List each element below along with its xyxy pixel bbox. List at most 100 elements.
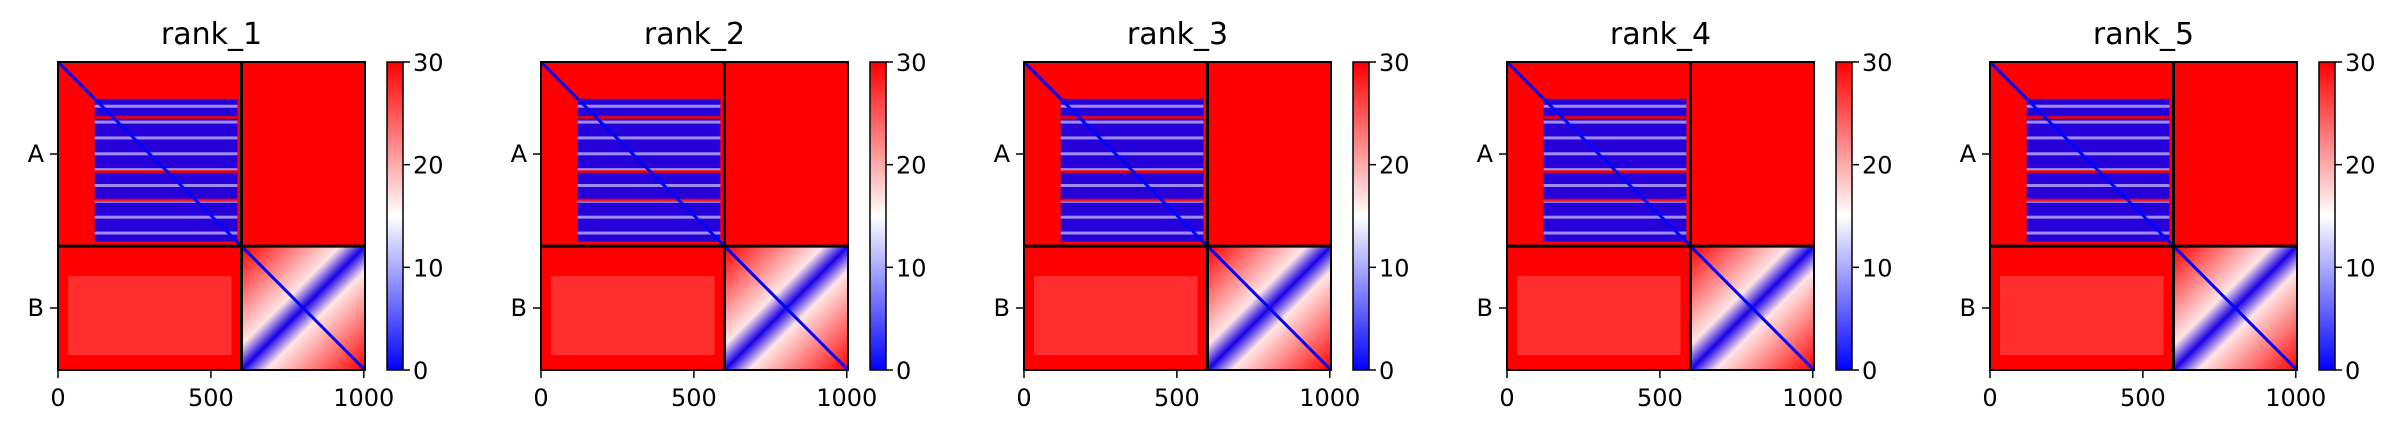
y-tick-label: B	[28, 294, 44, 322]
colorbar-tick-label: 0	[896, 357, 911, 385]
x-tick-label: 500	[671, 384, 717, 412]
x-tick-label: 1000	[816, 384, 877, 412]
y-tick-label: A	[1960, 140, 1977, 168]
x-tick-label: 0	[1016, 384, 1031, 412]
heatmap-stripe	[1543, 183, 1687, 187]
heatmap-stripe	[1543, 115, 1687, 119]
colorbar-tick-label: 30	[1379, 49, 1410, 77]
heatmap-stripe	[94, 198, 238, 202]
x-tick-label: 0	[50, 384, 65, 412]
heatmap-panel-3: rank_3 0 500 1000 A B 0 10 20 30	[994, 17, 1410, 412]
x-tick-label: 1000	[1782, 384, 1843, 412]
panel-title: rank_4	[1610, 17, 1711, 52]
heatmap-stripe	[577, 104, 721, 108]
heatmap-stripe	[94, 115, 238, 119]
colorbar-tick-label: 20	[2345, 152, 2376, 180]
colorbar-tick-label: 30	[413, 49, 444, 77]
x-tick-label: 0	[533, 384, 548, 412]
x-tick-label: 500	[1637, 384, 1683, 412]
colorbar-tick-label: 10	[2345, 254, 2376, 282]
panel-title: rank_1	[161, 17, 262, 52]
heatmap-stripe	[1543, 215, 1687, 219]
colorbar	[386, 61, 404, 371]
heatmap-stripe	[1060, 231, 1204, 235]
heatmap-stripe	[2026, 198, 2170, 202]
heatmap-stripe	[1543, 104, 1687, 108]
x-tick-label: 0	[1499, 384, 1514, 412]
colorbar-tick-label: 30	[896, 49, 927, 77]
heatmap-stripe	[1060, 120, 1204, 124]
heatmap-stripe	[577, 198, 721, 202]
diagonal-line	[1022, 60, 1333, 372]
diagonal-line	[539, 60, 850, 372]
x-tick-label: 0	[1982, 384, 1997, 412]
diagonal-line	[56, 60, 367, 372]
x-tick-label: 500	[1154, 384, 1200, 412]
heatmap-stripe	[1543, 231, 1687, 235]
y-tick-label: B	[994, 294, 1010, 322]
colorbar-tick-label: 10	[1379, 254, 1410, 282]
heatmap-stripe	[94, 136, 238, 140]
colorbar-tick-label: 20	[1862, 152, 1893, 180]
heatmap-stripe	[1543, 136, 1687, 140]
heatmap-stripe	[94, 120, 238, 124]
heatmap-panel-5: rank_5 0 500 1000 A B 0 10 20 30	[1960, 17, 2376, 412]
colorbar-tick-label: 30	[1862, 49, 1893, 77]
heatmap-stripe	[94, 215, 238, 219]
heatmap-stripe	[1060, 136, 1204, 140]
heatmap-stripe	[1060, 183, 1204, 187]
heatmap-stripe	[577, 136, 721, 140]
colorbar-tick-label: 0	[1862, 357, 1877, 385]
x-tick-label: 1000	[1299, 384, 1360, 412]
heatmap-stripe	[2026, 104, 2170, 108]
x-tick-label: 500	[2120, 384, 2166, 412]
heatmap-panel-2: rank_2 0 500 1000 A B 0 10 20 30	[511, 17, 927, 412]
heatmap-stripe	[577, 120, 721, 124]
heatmap-stripe	[577, 183, 721, 187]
colorbar-tick-label: 10	[1862, 254, 1893, 282]
diagonal-line	[1505, 60, 1816, 372]
colorbar-tick-label: 20	[1379, 152, 1410, 180]
y-tick-label: A	[994, 140, 1011, 168]
heatmap-stripe	[94, 183, 238, 187]
heatmap-stripe	[577, 215, 721, 219]
y-tick-label: B	[511, 294, 527, 322]
heatmap-stripe	[1543, 198, 1687, 202]
heatmap-stripe	[1060, 152, 1204, 156]
colorbar-tick-label: 20	[896, 152, 927, 180]
heatmap-stripe	[94, 104, 238, 108]
y-tick-label: A	[511, 140, 528, 168]
heatmap-stripe	[1060, 215, 1204, 219]
heatmap-stripe	[1543, 152, 1687, 156]
heatmap-stripe	[94, 231, 238, 235]
colorbar-tick-label: 30	[2345, 49, 2376, 77]
heatmap-stripe	[577, 152, 721, 156]
y-tick-label: A	[1477, 140, 1494, 168]
colorbar-tick-label: 10	[413, 254, 444, 282]
off-diagonal-texture	[1034, 276, 1198, 355]
colorbar	[1835, 61, 1853, 371]
heatmap-stripe	[1060, 115, 1204, 119]
panel-title: rank_3	[1127, 17, 1228, 52]
y-tick-label: B	[1477, 294, 1493, 322]
off-diagonal-texture	[1517, 276, 1681, 355]
heatmap-stripe	[94, 152, 238, 156]
heatmap-stripe	[2026, 215, 2170, 219]
panel-title: rank_2	[644, 17, 745, 52]
colorbar	[869, 61, 887, 371]
colorbar-tick-label: 0	[413, 357, 428, 385]
heatmap-stripe	[577, 115, 721, 119]
heatmap-stripe	[2026, 152, 2170, 156]
panel-title: rank_5	[2093, 17, 2194, 52]
colorbar	[1352, 61, 1370, 371]
x-tick-label: 1000	[2265, 384, 2326, 412]
colorbar-tick-label: 10	[896, 254, 927, 282]
colorbar-tick-label: 20	[413, 152, 444, 180]
heatmap-stripe	[2026, 183, 2170, 187]
heatmap-panel-1: rank_1 0 500 1000 A B 0 10 20 30	[28, 17, 444, 412]
diagonal-line	[1988, 60, 2299, 372]
heatmap-panel-4: rank_4 0 500 1000 A B 0 10 20 30	[1477, 17, 1893, 412]
heatmap-stripe	[1060, 104, 1204, 108]
off-diagonal-texture	[68, 276, 232, 355]
